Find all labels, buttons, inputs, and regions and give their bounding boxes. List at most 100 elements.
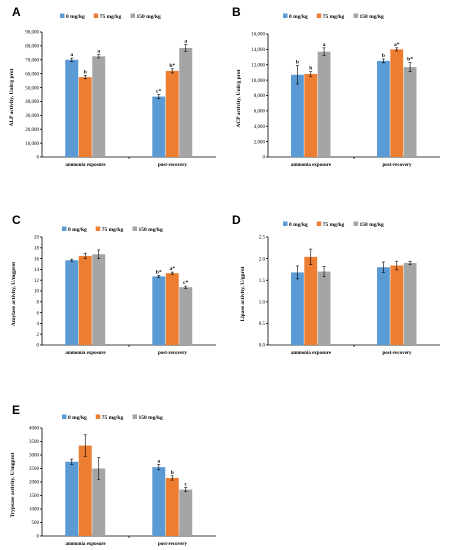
bar xyxy=(317,271,331,345)
y-tick-label: 10,000 xyxy=(25,142,39,147)
y-axis-label: Trypsase activity, U/mgprot xyxy=(10,452,16,517)
legend: 0 mg/kg 75 mg/kg 150 mg/kg xyxy=(62,414,164,421)
y-tick-label: 0 xyxy=(37,156,40,161)
bar xyxy=(65,59,79,157)
y-tick-label: 70,000 xyxy=(25,58,39,63)
y-tick-label: 20 xyxy=(34,236,40,241)
legend-entry: 0 mg/kg xyxy=(289,222,308,228)
data-label: a xyxy=(97,49,100,55)
y-tick-label: 1.5 xyxy=(259,279,266,284)
y-tick-label: 0 xyxy=(37,535,40,540)
y-tick-label: 2,000 xyxy=(254,140,266,145)
data-label: a xyxy=(184,39,187,45)
y-tick-label: 10,000 xyxy=(251,79,265,84)
y-tick-label: 12 xyxy=(34,279,40,284)
legend-entry: 0 mg/kg xyxy=(68,415,87,421)
bar xyxy=(78,445,92,536)
y-tick-label: 30,000 xyxy=(25,114,39,119)
legend: 0 mg/kg 75 mg/kg 150 mg/kg xyxy=(60,13,162,20)
legend-swatch xyxy=(95,414,101,419)
bar xyxy=(65,461,79,536)
legend-entry: 0 mg/kg xyxy=(289,14,308,20)
bar xyxy=(179,489,193,536)
y-tick-label: 4,000 xyxy=(254,125,266,130)
y-tick-label: 0 xyxy=(263,156,266,161)
bar xyxy=(403,67,417,157)
legend-entry: 150 mg/kg xyxy=(137,14,162,20)
x-tick-label: post-recovery xyxy=(382,351,412,356)
y-tick-label: 60,000 xyxy=(25,72,39,77)
y-tick-label: 40,000 xyxy=(25,100,39,105)
data-label: a* xyxy=(170,266,176,272)
legend-swatch xyxy=(353,13,358,18)
y-tick-label: 8,000 xyxy=(254,94,266,99)
bar xyxy=(390,265,404,345)
panel-letter: A xyxy=(12,5,21,19)
y-tick-label: 4 xyxy=(37,322,40,327)
legend: 0 mg/kg 75 mg/kg 150 mg/kg xyxy=(283,13,384,20)
data-label: b* xyxy=(156,269,162,275)
legend-swatch xyxy=(283,13,288,18)
x-tick-label: post-recovery xyxy=(382,163,412,168)
legend-swatch xyxy=(62,414,67,419)
bar xyxy=(165,70,179,157)
bar xyxy=(179,47,193,157)
x-tick-label: ammonia exposure xyxy=(291,351,332,356)
y-tick-label: 1500 xyxy=(29,494,40,499)
y-tick-label: 8 xyxy=(37,301,40,306)
data-label: a xyxy=(70,52,73,58)
y-tick-label: 3500 xyxy=(29,440,40,445)
bar xyxy=(304,73,318,157)
y-tick-label: 12,000 xyxy=(251,63,265,68)
legend-entry: 75 mg/kg xyxy=(100,14,122,20)
data-label: b* xyxy=(169,63,175,69)
bar xyxy=(78,255,92,345)
legend-swatch xyxy=(353,221,358,226)
bar xyxy=(152,467,166,536)
legend-swatch xyxy=(93,13,99,18)
y-tick-label: 500 xyxy=(32,521,40,526)
data-label: b xyxy=(382,53,385,59)
panel-a: A 0 mg/kg 75 mg/kg 150 mg/kg ALP activity, U… xyxy=(9,5,216,168)
x-tick-label: post-recovery xyxy=(158,542,188,547)
y-tick-label: 4000 xyxy=(29,427,40,432)
y-axis-label: Amylase activity, U/mgprot xyxy=(11,262,17,326)
y-tick-label: 50,000 xyxy=(25,86,39,91)
x-tick-label: post-recovery xyxy=(158,351,188,356)
legend-entry: 75 mg/kg xyxy=(323,14,345,20)
legend-swatch xyxy=(60,13,65,18)
data-label: b xyxy=(309,66,312,72)
bar xyxy=(92,56,106,157)
bar xyxy=(78,77,92,157)
y-tick-label: 14 xyxy=(34,268,40,273)
bar xyxy=(377,60,390,157)
y-tick-label: 80,000 xyxy=(25,45,39,50)
y-tick-label: 0.5 xyxy=(259,322,266,327)
bar xyxy=(291,74,304,157)
bar xyxy=(377,267,390,345)
bar xyxy=(165,477,179,536)
y-axis-label: Lipase activity, U/gprot xyxy=(240,266,246,321)
y-axis-label: ACP activity, Unit/g prot xyxy=(236,69,242,127)
bar xyxy=(92,254,106,345)
bar xyxy=(291,272,304,345)
x-tick-label: ammonia exposure xyxy=(65,542,106,547)
data-label: c* xyxy=(156,89,161,95)
bar xyxy=(304,256,318,345)
data-label: a xyxy=(323,42,326,48)
data-label: b xyxy=(84,69,87,75)
legend-swatch xyxy=(283,221,288,226)
y-tick-label: 2000 xyxy=(29,481,40,486)
y-axis-label: ALP activity, Unit/g prot xyxy=(9,68,15,126)
y-tick-label: 1.0 xyxy=(259,301,266,306)
x-tick-label: ammonia exposure xyxy=(291,163,332,168)
bar xyxy=(165,273,179,345)
legend-entry: 150 mg/kg xyxy=(139,415,164,421)
legend-entry: 75 mg/kg xyxy=(323,222,345,228)
data-label: a xyxy=(157,458,160,464)
bar xyxy=(317,51,331,157)
legend: 0 mg/kg 75 mg/kg 150 mg/kg xyxy=(283,221,384,228)
panel-d: D 0 mg/kg 75 mg/kg 150 mg/kg Lipase activity… xyxy=(232,213,440,356)
x-tick-label: post-recovery xyxy=(158,163,188,168)
data-label: c xyxy=(185,481,188,487)
